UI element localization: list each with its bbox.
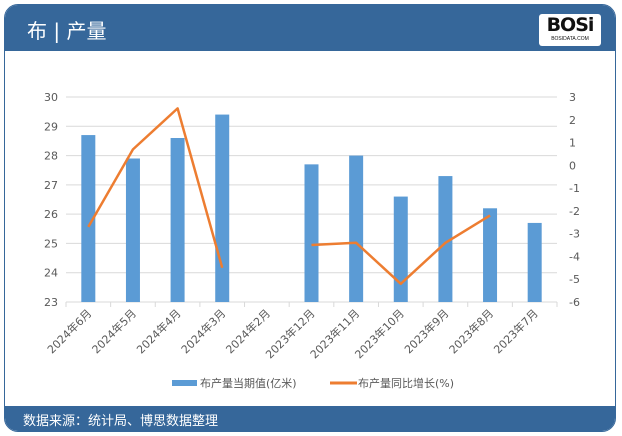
growth-line xyxy=(311,214,491,286)
right-tick-label: 2 xyxy=(569,114,576,127)
bar-2023年9月 xyxy=(438,176,453,302)
right-tick-label: 3 xyxy=(569,91,576,104)
x-tick-label: 2024年3月 xyxy=(178,306,228,356)
x-tick-label: 2024年5月 xyxy=(89,306,139,356)
bar-2024年3月 xyxy=(215,114,230,302)
bar-2024年5月 xyxy=(125,158,140,302)
bosi-logo: BOSi BOSIDATA.COM xyxy=(539,14,601,46)
bar-2023年12月 xyxy=(304,164,319,302)
right-tick-label: -5 xyxy=(569,273,580,286)
chart-card: 布 | 产量 BOSi BOSIDATA.COM 数据来源：统计局、博思数据整理 xyxy=(4,4,616,432)
x-tick-label: 2024年4月 xyxy=(134,306,184,356)
x-tick-label: 2023年8月 xyxy=(446,306,496,356)
header-bar: 布 | 产量 BOSi BOSIDATA.COM xyxy=(5,5,615,51)
bar-2024年4月 xyxy=(170,138,185,302)
left-tick-label: 28 xyxy=(44,150,58,163)
left-tick-label: 30 xyxy=(44,91,58,104)
x-tick-label: 2023年9月 xyxy=(401,306,451,356)
bar-2024年6月 xyxy=(81,135,96,302)
left-tick-label: 24 xyxy=(44,267,58,280)
right-tick-label: 0 xyxy=(569,159,576,172)
left-tick-label: 23 xyxy=(44,296,58,309)
right-tick-label: -1 xyxy=(569,182,580,195)
legend-bar-swatch xyxy=(172,380,197,386)
page-title: 布 | 产量 xyxy=(27,19,107,43)
logo-text: BOSi xyxy=(546,14,595,36)
bar-2023年10月 xyxy=(393,196,408,302)
right-tick-label: -2 xyxy=(569,205,580,218)
left-tick-label: 25 xyxy=(44,237,58,250)
logo-sub: BOSIDATA.COM xyxy=(551,36,589,42)
right-tick-label: 1 xyxy=(569,137,576,150)
x-tick-label: 2023年7月 xyxy=(491,306,541,356)
data-source: 数据来源：统计局、博思数据整理 xyxy=(23,414,219,429)
bar-2023年8月 xyxy=(483,208,498,302)
bar-2023年7月 xyxy=(527,222,542,302)
left-tick-label: 29 xyxy=(44,120,58,133)
x-tick-label: 2024年6月 xyxy=(44,306,94,356)
legend-line-label: 布产量同比增长(%) xyxy=(358,376,454,390)
growth-line xyxy=(87,107,224,269)
legend-bar-label: 布产量当期值(亿米) xyxy=(200,376,297,390)
left-tick-label: 27 xyxy=(44,179,58,192)
bar-2023年11月 xyxy=(349,155,364,302)
right-tick-label: -3 xyxy=(569,228,580,241)
right-tick-label: -4 xyxy=(569,250,580,263)
footer-bar: 数据来源：统计局、博思数据整理 xyxy=(5,406,615,431)
right-tick-label: -6 xyxy=(569,296,580,309)
left-tick-label: 26 xyxy=(44,208,58,221)
